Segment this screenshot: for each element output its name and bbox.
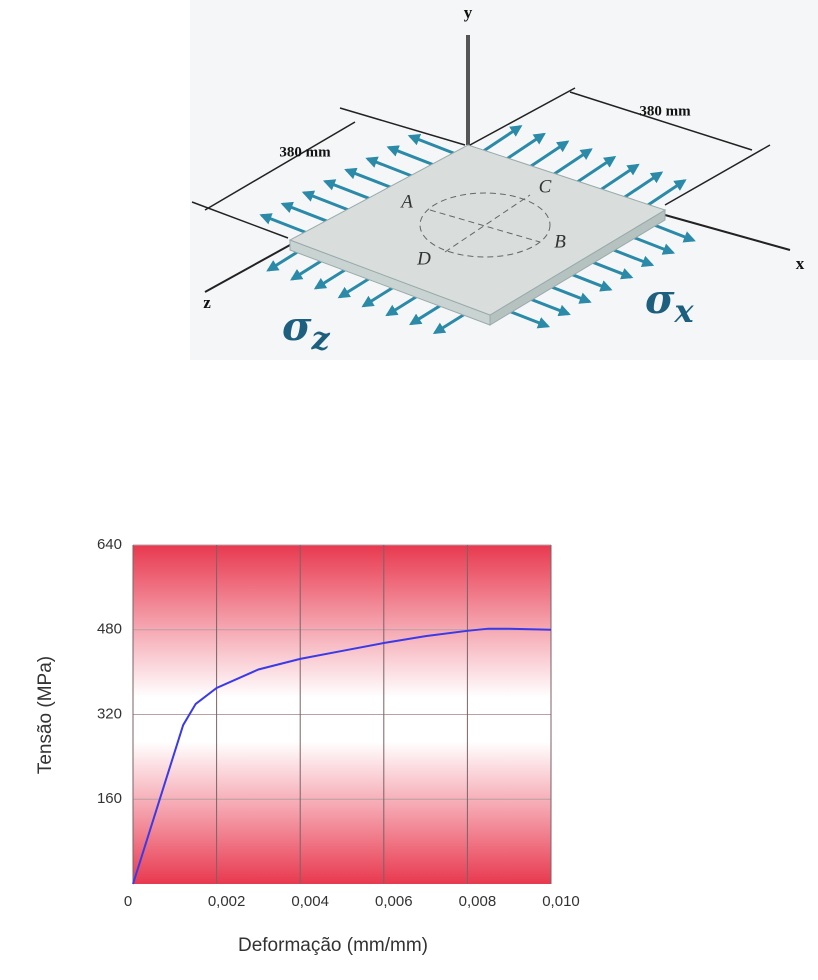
z-axis (204, 244, 291, 293)
y-tick-label: 480 (97, 621, 122, 638)
arrow (477, 125, 523, 156)
y-axis-label: Tensão (MPa) (35, 656, 56, 774)
stress-label: σx (645, 276, 695, 330)
arrow (386, 145, 440, 169)
circle (419, 192, 551, 258)
arrow (547, 148, 593, 179)
plate-diagram: y x z 380 mm 380 mm A C B D σz σx (190, 0, 818, 360)
arrow (501, 132, 546, 164)
stress-label: σz (282, 303, 331, 357)
subscript: x (674, 292, 695, 330)
x-tick-label: 0,008 (459, 893, 497, 910)
arrow (301, 190, 355, 214)
y-tick-label: 640 (97, 536, 122, 553)
point-label: B (554, 231, 566, 252)
axis-label: z (203, 293, 211, 312)
arrow (280, 201, 334, 225)
point-label: A (399, 191, 413, 212)
dim-line (664, 144, 771, 206)
arrow (641, 179, 687, 210)
dim-line (469, 87, 576, 146)
arrow (594, 163, 640, 195)
dim-line (204, 121, 356, 211)
curve (132, 627, 552, 885)
dim-line (339, 107, 466, 146)
x-tick-label: 0,002 (208, 893, 246, 910)
arrow (365, 156, 419, 180)
symbol: σ (282, 303, 312, 350)
point-label: D (416, 248, 431, 269)
arrow (322, 179, 377, 203)
x-tick-label: 0,006 (375, 893, 413, 910)
arrow (524, 140, 570, 172)
x-tick-label: 0,010 (542, 893, 580, 910)
arrow (344, 167, 398, 192)
chart: Tensão (MPa) Deformação (mm/mm) 160 320 48… (35, 536, 580, 956)
subscript: z (311, 319, 331, 357)
arrow (571, 156, 617, 187)
plate-top (288, 144, 667, 316)
symbol: σ (645, 276, 675, 323)
x-tick-label: 0,004 (291, 893, 329, 910)
x-axis (664, 214, 791, 251)
dashed-line (444, 194, 531, 253)
dim-line (569, 91, 753, 151)
y-tick-label: 320 (97, 705, 122, 722)
dimension: 380 mm (279, 144, 331, 160)
arrow (407, 134, 461, 158)
x-tick-label: 0 (124, 893, 132, 910)
axis-label: x (796, 254, 805, 273)
y-tick-label: 160 (97, 790, 122, 807)
dimension: 380 mm (639, 103, 691, 119)
axis-label: y (464, 3, 473, 22)
dashed-line (429, 209, 541, 243)
point-label: C (539, 176, 552, 197)
arrow (259, 213, 313, 237)
x-axis-label: Deformação (mm/mm) (238, 935, 428, 956)
arrow (618, 171, 664, 203)
